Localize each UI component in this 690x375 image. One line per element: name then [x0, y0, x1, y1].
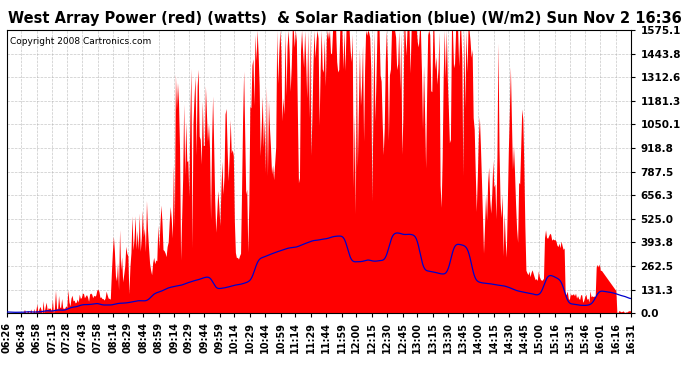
- Text: Copyright 2008 Cartronics.com: Copyright 2008 Cartronics.com: [10, 37, 151, 46]
- Text: West Array Power (red) (watts)  & Solar Radiation (blue) (W/m2) Sun Nov 2 16:36: West Array Power (red) (watts) & Solar R…: [8, 11, 682, 26]
